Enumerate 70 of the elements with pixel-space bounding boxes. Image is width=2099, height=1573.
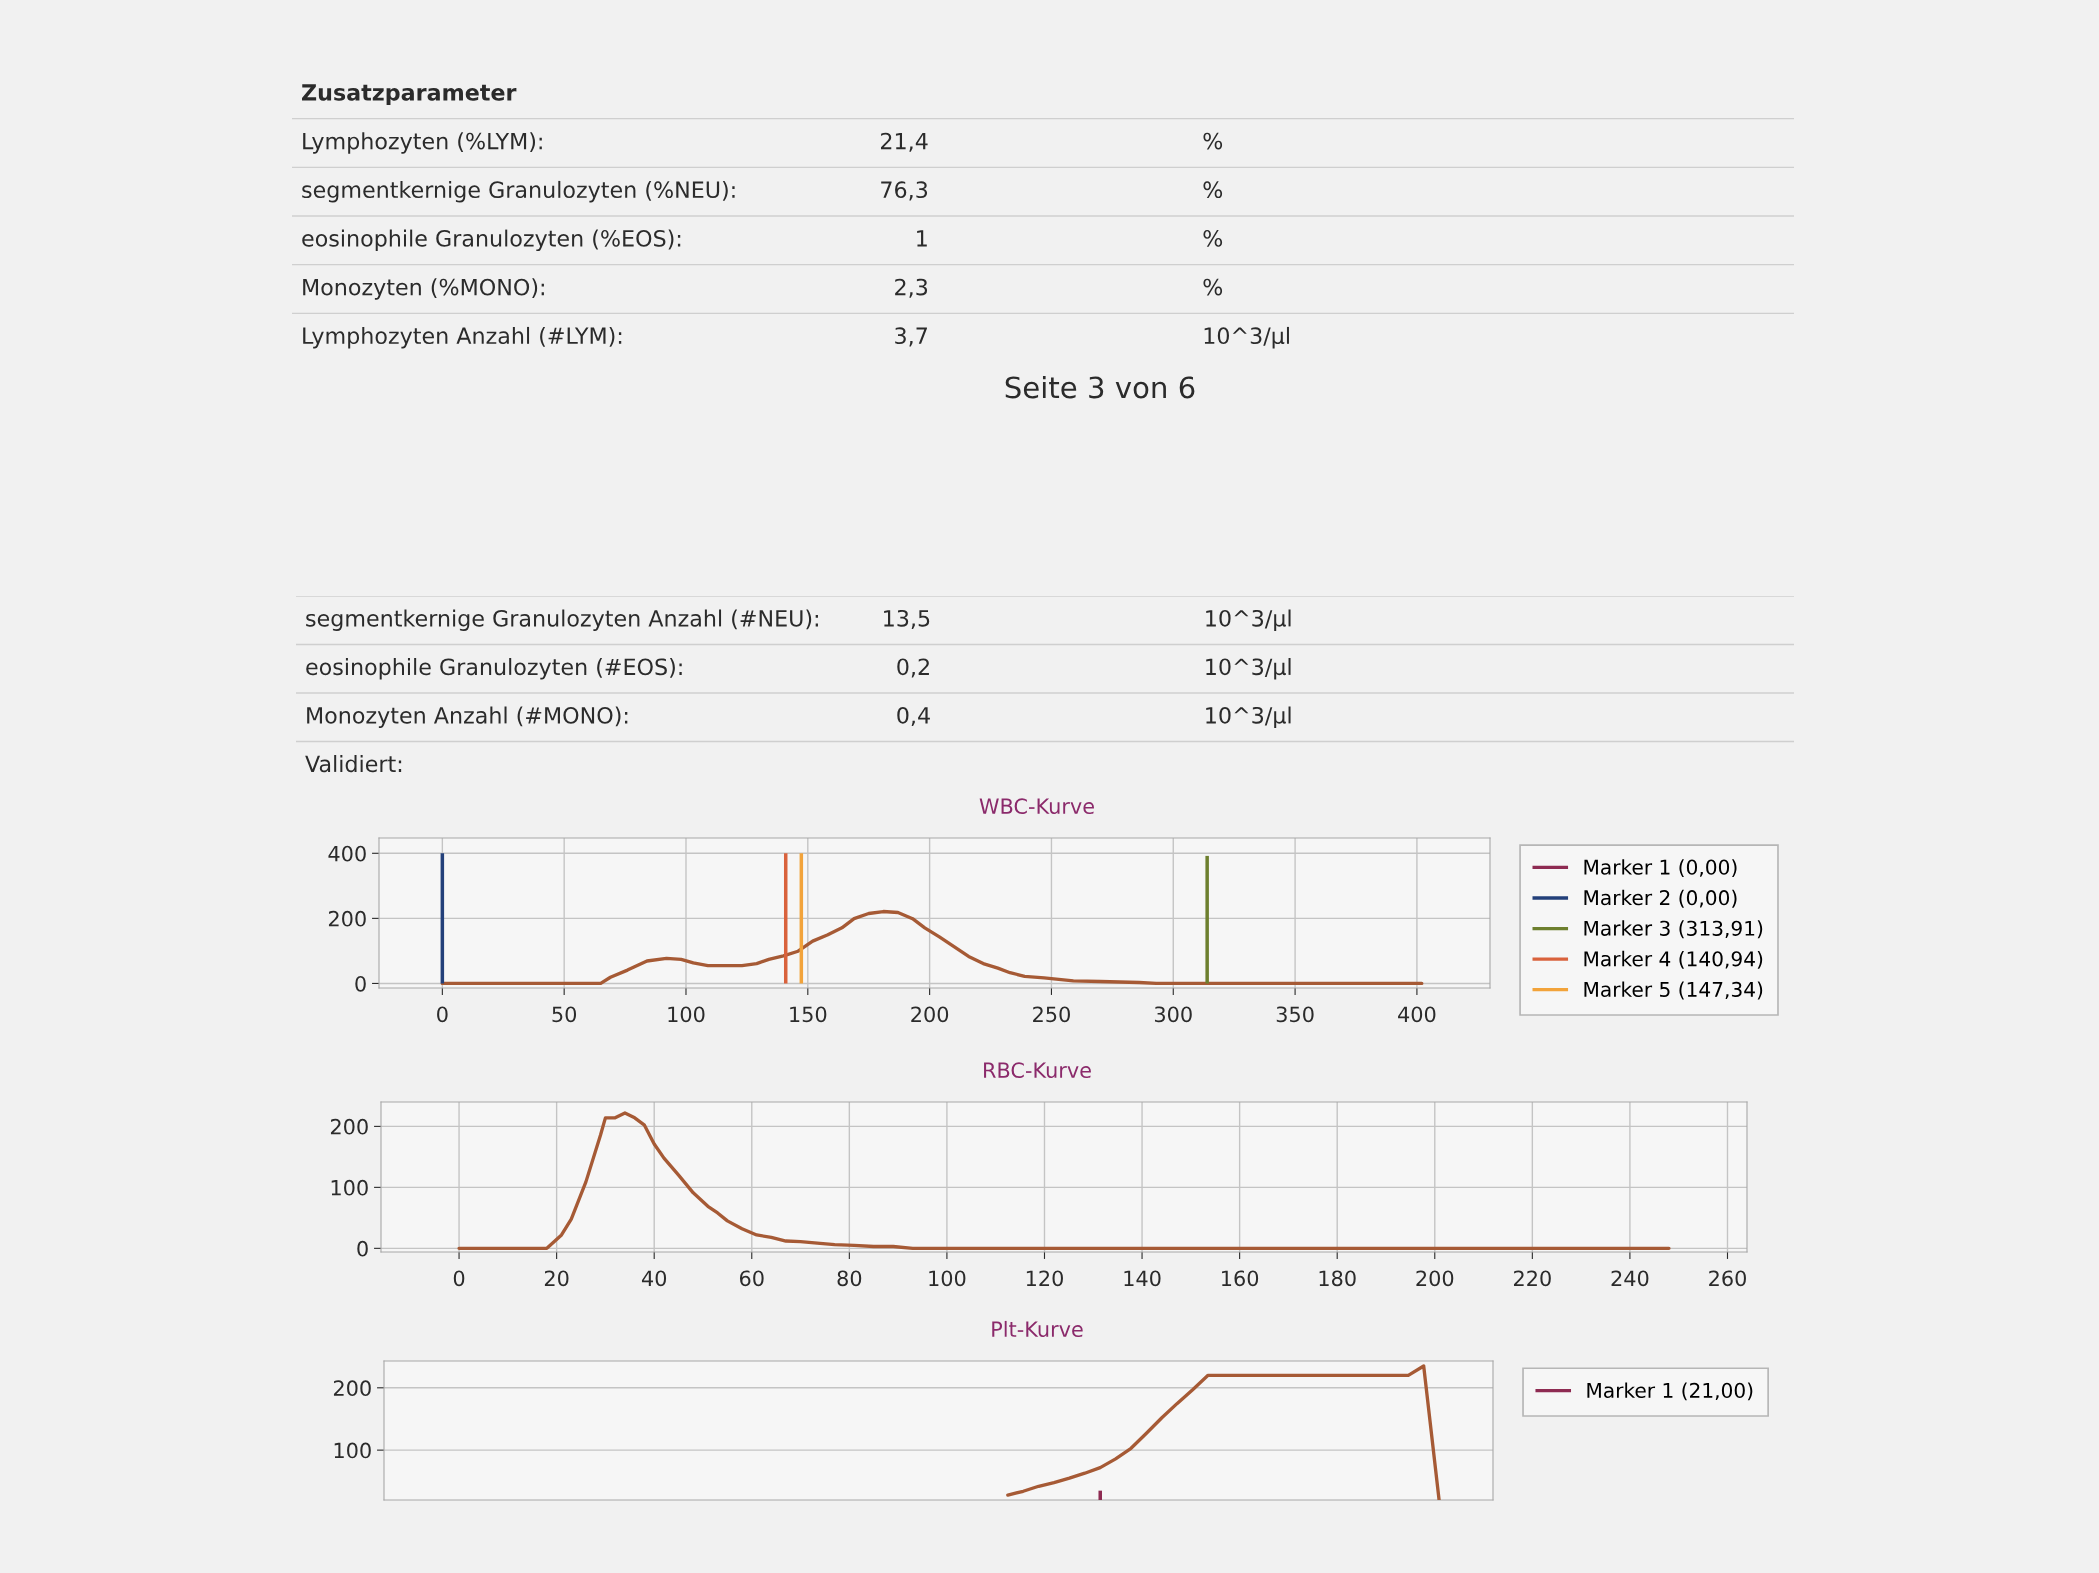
line-series xyxy=(440,909,1424,986)
x-tick-label: 160 xyxy=(1222,1270,1259,1287)
x-tick-label: 140 xyxy=(1124,1270,1161,1287)
text: 13,5 xyxy=(884,609,930,629)
x-tick-label: 20 xyxy=(544,1270,569,1287)
x-tick-label: 150 xyxy=(790,1006,827,1023)
text: % xyxy=(1203,132,1223,150)
x-tick-label: 50 xyxy=(552,1006,577,1023)
x-tick-label: 260 xyxy=(1709,1270,1746,1287)
legend-label: Marker 4 (140,94) xyxy=(1584,950,1763,969)
text: Lymphozyten (%LYM): xyxy=(303,132,542,154)
text: Monozyten (%MONO): xyxy=(303,278,544,300)
x-tick-label: 40 xyxy=(641,1270,667,1287)
text: segmentkernige Granulozyten (%NEU): xyxy=(302,180,735,203)
chart-title: Plt-Kurve xyxy=(992,1320,1083,1338)
text: 10^3/µl xyxy=(1206,658,1291,680)
legend-label: Marker 1 (21,00) xyxy=(1587,1382,1753,1401)
text: 2,3 xyxy=(895,278,928,298)
x-tick-label: 180 xyxy=(1319,1270,1356,1287)
x-tick-label: 80 xyxy=(837,1270,862,1287)
legend-label: Marker 3 (313,91) xyxy=(1584,920,1763,939)
legend-label: Marker 2 (0,00) xyxy=(1584,889,1737,908)
line-series xyxy=(457,1111,1671,1251)
x-tick-label: 240 xyxy=(1611,1270,1649,1287)
text: % xyxy=(1203,229,1223,247)
text: % xyxy=(1203,181,1223,199)
text: 1 xyxy=(917,230,927,247)
text: segmentkernige Granulozyten Anzahl (#NEU): xyxy=(306,609,818,631)
text: 10^3/µl xyxy=(1204,326,1289,349)
chart-title: RBC-Kurve xyxy=(984,1062,1091,1079)
legend-label: Marker 1 (0,00) xyxy=(1584,859,1737,878)
x-tick-label: 100 xyxy=(929,1270,966,1287)
x-tick-label: 400 xyxy=(1398,1006,1436,1023)
text: Monozyten Anzahl (#MONO): xyxy=(307,706,628,728)
x-tick-label: 200 xyxy=(1416,1270,1454,1287)
text: 0,2 xyxy=(897,658,929,678)
line-series xyxy=(1006,1364,1441,1500)
x-tick-label: 300 xyxy=(1154,1006,1192,1023)
x-tick-label: 200 xyxy=(911,1006,949,1023)
x-tick-label: 120 xyxy=(1026,1270,1063,1287)
text: Lymphozyten Anzahl (#LYM): xyxy=(303,326,622,349)
text: Validiert: xyxy=(305,755,402,773)
x-tick-label: 250 xyxy=(1033,1006,1070,1023)
y-tick-label: 200 xyxy=(328,910,366,927)
text: % xyxy=(1203,278,1223,296)
y-tick-label: 100 xyxy=(331,1179,368,1196)
x-tick-label: 220 xyxy=(1513,1270,1551,1287)
text: 10^3/µl xyxy=(1206,706,1291,728)
text: Zusatzparameter xyxy=(302,84,517,106)
y-tick-label: 0 xyxy=(357,1240,368,1257)
x-tick-label: 0 xyxy=(437,1006,448,1023)
y-tick-label: 100 xyxy=(334,1442,371,1459)
text: 10^3/µl xyxy=(1206,609,1291,631)
legend-label: Marker 5 (147,34) xyxy=(1584,981,1763,1000)
text: 76,3 xyxy=(881,181,928,201)
y-tick-label: 400 xyxy=(328,845,366,862)
text: 3,7 xyxy=(895,327,927,347)
y-tick-label: 200 xyxy=(333,1380,371,1397)
text: eosinophile Granulozyten (#EOS): xyxy=(306,658,682,680)
x-tick-label: 350 xyxy=(1276,1006,1314,1023)
y-tick-label: 0 xyxy=(355,975,366,992)
x-tick-label: 60 xyxy=(739,1270,764,1287)
x-tick-label: 100 xyxy=(668,1006,705,1023)
text: 0,4 xyxy=(897,706,930,726)
text: Seite 3 von 6 xyxy=(1005,375,1195,399)
text: eosinophile Granulozyten (%EOS): xyxy=(302,229,681,252)
x-tick-label: 0 xyxy=(453,1270,465,1287)
chart-title: WBC-Kurve xyxy=(979,798,1094,815)
y-tick-label: 200 xyxy=(330,1118,368,1135)
text: 21,4 xyxy=(881,132,928,152)
